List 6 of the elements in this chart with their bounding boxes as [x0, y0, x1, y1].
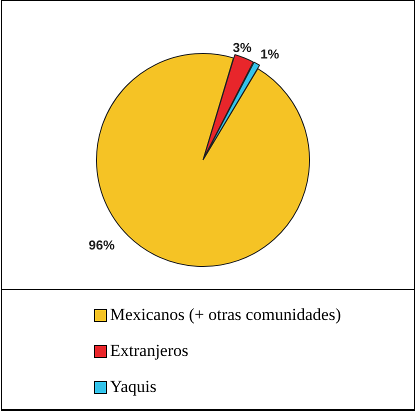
- legend-label: Mexicanos (+ otras comunidades): [110, 305, 341, 325]
- data-label: 96%: [88, 237, 116, 252]
- data-label: 3%: [232, 40, 252, 55]
- legend-label: Yaquis: [110, 377, 156, 397]
- legend-label: Extranjeros: [110, 341, 188, 361]
- data-label: 1%: [260, 46, 280, 62]
